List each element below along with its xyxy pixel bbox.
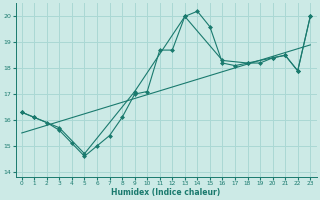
X-axis label: Humidex (Indice chaleur): Humidex (Indice chaleur) bbox=[111, 188, 221, 197]
